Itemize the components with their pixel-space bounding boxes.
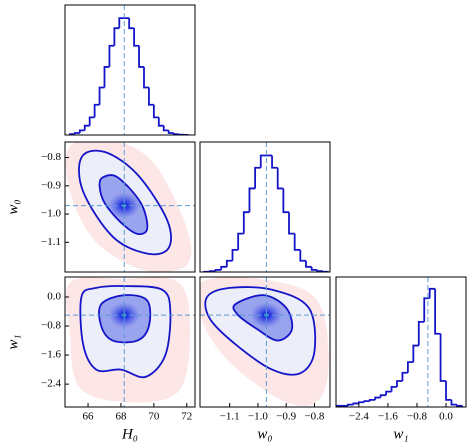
histogram-step [305, 260, 312, 268]
histogram-step [401, 371, 408, 381]
panel [336, 277, 464, 407]
histogram-step [138, 45, 144, 68]
x-tick-label: −0.8 [304, 411, 324, 423]
histogram-step [299, 249, 306, 262]
histogram-step [73, 132, 80, 135]
histogram-step [310, 266, 318, 271]
histogram-step [347, 403, 354, 406]
histogram-step [254, 166, 261, 189]
histogram-step [172, 132, 179, 135]
histogram-step [157, 117, 164, 127]
histogram-step [242, 211, 250, 234]
histogram-step [276, 167, 284, 190]
histogram-step [78, 129, 85, 133]
y-tick-label: −0.8 [41, 320, 61, 332]
y-axis-label: w₁ [5, 334, 21, 349]
y-tick-label: −0.8 [41, 151, 61, 163]
x-axis-label: w₁ [393, 426, 408, 442]
panel [65, 277, 195, 407]
histogram-step [396, 380, 403, 387]
histogram-step [293, 233, 301, 251]
panel [203, 142, 330, 272]
x-tick-label: 72 [181, 411, 192, 423]
histogram-step [220, 265, 227, 270]
panel [65, 142, 195, 272]
panel-frame [199, 276, 331, 408]
histogram-step [259, 154, 267, 168]
histogram-step [456, 404, 463, 407]
x-axis-label: H₀ [121, 426, 138, 442]
histogram-step [316, 269, 323, 272]
x-tick-label: 0.0 [439, 411, 453, 423]
histogram-step [225, 259, 233, 267]
y-tick-label: −1.1 [41, 236, 61, 248]
histogram-step [357, 401, 365, 404]
histogram-step [93, 103, 100, 118]
histogram-step [282, 188, 290, 214]
histogram-step [113, 27, 120, 46]
y-axis-label: w₀ [5, 199, 21, 214]
histogram-step [231, 249, 239, 261]
y-tick-label: 0.0 [47, 291, 61, 303]
histogram-step [83, 124, 90, 131]
x-tick-label: −0.9 [276, 411, 296, 423]
histogram-step [417, 321, 425, 346]
histogram-step [152, 104, 159, 119]
histogram-step [379, 394, 387, 398]
histogram-step [406, 361, 414, 373]
x-tick-label: −1.6 [378, 411, 398, 423]
histogram-step [368, 399, 376, 402]
panel [69, 5, 190, 135]
panel-frame [64, 141, 196, 273]
histogram-step [148, 87, 154, 106]
x-tick-label: 70 [148, 411, 160, 423]
histogram-step [133, 28, 140, 47]
y-tick-label: −1.0 [41, 208, 61, 220]
histogram-step [352, 402, 359, 405]
histogram-step [128, 18, 135, 30]
histogram-step [412, 344, 419, 363]
histogram-step [118, 17, 125, 29]
histogram-step [98, 86, 105, 105]
histogram-step [450, 399, 457, 406]
x-tick-label: −2.4 [349, 411, 369, 423]
histogram-step [143, 66, 149, 89]
x-tick-label: −1.1 [220, 411, 240, 423]
histogram-step [439, 333, 447, 382]
histogram-step [162, 125, 169, 132]
histogram-step [423, 297, 430, 322]
histogram-step [237, 232, 244, 250]
histogram-step [108, 44, 115, 67]
histogram-step [248, 187, 256, 213]
x-axis-label: w₀ [257, 426, 272, 442]
x-tick-label: 66 [83, 411, 95, 423]
panel-frame [199, 141, 331, 273]
histogram-step [271, 155, 278, 169]
y-tick-label: −1.6 [41, 349, 61, 361]
x-tick-label: 68 [115, 411, 127, 423]
histogram-step [428, 287, 436, 299]
histogram-step [445, 381, 452, 401]
histogram-step [88, 116, 95, 126]
panel-frame [64, 276, 196, 408]
histogram-step [214, 268, 222, 272]
histogram-step [167, 130, 174, 134]
panel-frame [64, 4, 196, 136]
y-tick-label: −0.9 [41, 179, 61, 191]
histogram-step [288, 212, 295, 235]
y-tick-label: −2.4 [41, 378, 61, 390]
histogram-step [374, 396, 381, 400]
histogram-step [103, 66, 110, 88]
panel [200, 277, 330, 407]
histogram-step [390, 386, 398, 392]
x-tick-label: −1.0 [248, 411, 268, 423]
x-tick-label: −0.8 [407, 411, 427, 423]
panel-frame [335, 276, 467, 408]
histogram-step [385, 390, 392, 396]
histogram-step [434, 288, 441, 335]
histogram-step [363, 400, 370, 403]
